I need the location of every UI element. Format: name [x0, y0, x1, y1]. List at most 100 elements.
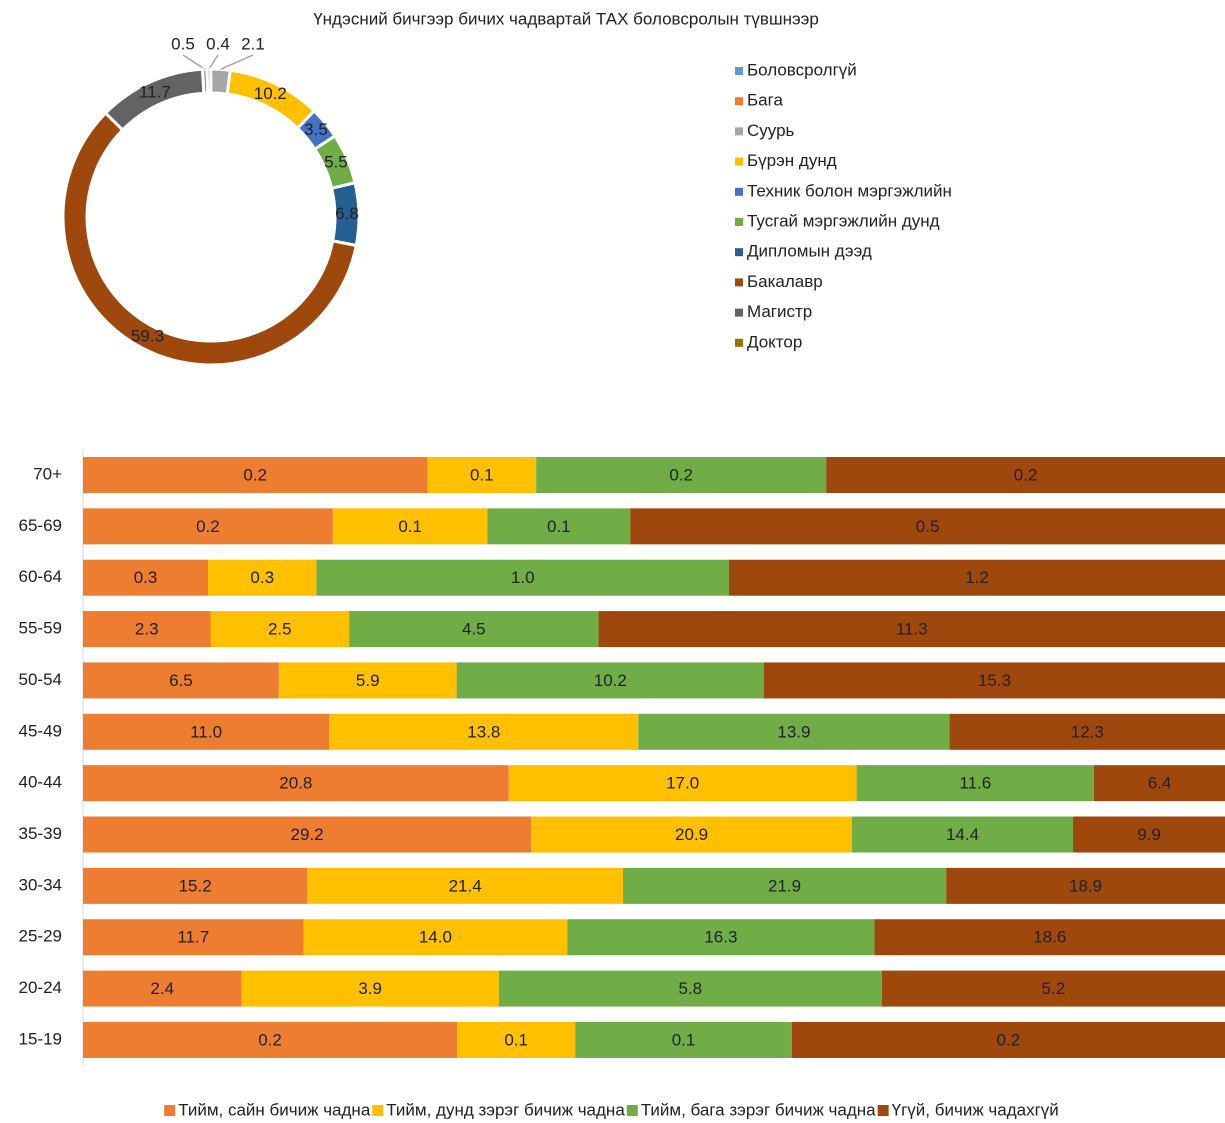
y-tick-label: 65-69 [19, 516, 62, 535]
legend-swatch [735, 97, 743, 106]
bar-label: 5.9 [356, 671, 380, 690]
y-tick-label: 55-59 [19, 619, 62, 638]
bar-label: 29.2 [291, 825, 324, 844]
legend-swatch [735, 248, 743, 257]
slice-label: 0.4 [206, 34, 230, 53]
bar-label: 1.0 [511, 568, 535, 587]
slice-label: 11.7 [139, 83, 171, 102]
bar-segment [83, 970, 242, 1007]
donut-title: Үндэсний бичгээр бичих чадвартай ТАХ бол… [313, 9, 819, 28]
bar-segment [83, 1021, 458, 1058]
bar-segment [329, 713, 639, 750]
bar-segment [208, 559, 317, 596]
leader-line [182, 54, 206, 70]
bar-label: 6.5 [169, 671, 193, 690]
y-tick-label: 60-64 [19, 567, 62, 586]
legend-label: Бүрэн дунд [747, 151, 837, 170]
bar-label: 0.1 [504, 1030, 528, 1049]
bar-label: 10.2 [594, 671, 627, 690]
legend-label: Боловсролгүй [747, 60, 857, 79]
bar-label: 21.4 [449, 876, 482, 895]
bar-segment [278, 662, 457, 699]
bar-segment [638, 713, 950, 750]
bar-label: 11.3 [896, 620, 928, 639]
bar-label: 11.0 [190, 722, 222, 741]
legend-label: Бакалавр [747, 272, 823, 291]
bar-segment [791, 1021, 1225, 1058]
bar-label: 6.4 [1148, 774, 1172, 793]
bar-segment [83, 919, 304, 956]
bar-label: 18.6 [1033, 928, 1066, 947]
bar-label: 9.9 [1137, 825, 1161, 844]
bar-segment [763, 662, 1225, 699]
bar-segment [303, 919, 568, 956]
legend-swatch [626, 1105, 638, 1116]
y-tick-label: 25-29 [19, 927, 62, 946]
bar-label: 11.7 [177, 928, 209, 947]
bar-label: 17.0 [666, 774, 699, 793]
legend-swatch [735, 157, 743, 166]
legend-label: Бага [747, 91, 783, 110]
bar-label: 12.3 [1071, 722, 1104, 741]
bar-label: 15.2 [179, 876, 212, 895]
bar-label: 14.0 [419, 928, 452, 947]
bar-segment [83, 611, 211, 648]
bar-segment [852, 816, 1074, 853]
bar-segment [946, 867, 1225, 904]
legend-label: Тийм, бага зэрэг бичиж чадна [641, 1100, 876, 1119]
bar-label: 0.1 [470, 465, 494, 484]
slice-label: 0.5 [171, 34, 195, 53]
legend-label: Техник болон мэргэжлийн [747, 181, 952, 200]
bar-segment [83, 713, 330, 750]
bar-segment [729, 559, 1225, 596]
bar-label: 3.9 [358, 979, 382, 998]
leader-line [220, 54, 254, 70]
y-tick-label: 35-39 [19, 824, 62, 843]
slice-label: 59.3 [131, 327, 164, 346]
bar-segment [83, 765, 509, 802]
bar-label: 15.3 [978, 671, 1011, 690]
bar-label: 5.8 [678, 979, 702, 998]
legend-swatch [735, 218, 743, 226]
y-tick-label: 40-44 [19, 773, 62, 792]
bar-segment [598, 611, 1225, 648]
bar-segment [498, 970, 882, 1007]
slice-label: 6.8 [335, 204, 359, 223]
legend-swatch [735, 67, 743, 75]
bar-segment [531, 816, 853, 853]
bar-label: 20.9 [675, 825, 708, 844]
legend-label: Тусгай мэргэжлийн дунд [747, 211, 940, 230]
donut-slice [200, 69, 206, 94]
bar-label: 13.8 [467, 722, 500, 741]
bar-label: 5.2 [1042, 979, 1066, 998]
bar-segment [949, 713, 1225, 750]
y-tick-label: 20-24 [19, 978, 62, 997]
bar-label: 0.1 [672, 1030, 696, 1049]
bar-segment [349, 611, 599, 648]
y-tick-label: 30-34 [19, 875, 62, 894]
bar-label: 0.3 [250, 568, 274, 587]
legend-swatch [372, 1105, 384, 1116]
bar-label: 2.3 [135, 620, 159, 639]
legend-swatch [735, 127, 743, 136]
bar-label: 20.8 [279, 774, 312, 793]
bar-segment [83, 457, 428, 493]
bar-segment [83, 816, 532, 853]
bar-label: 14.4 [946, 825, 979, 844]
slice-label: 3.5 [304, 120, 328, 139]
bar-label: 0.2 [1014, 465, 1038, 484]
legend-label: Дипломын дээд [747, 242, 872, 261]
bar-segment [1073, 816, 1225, 853]
y-tick-label: 50-54 [19, 670, 62, 689]
bar-segment [83, 867, 308, 904]
legend-label: Тийм, сайн бичиж чадна [178, 1100, 371, 1119]
bar-label: 0.2 [258, 1030, 282, 1049]
bar-segment [575, 1021, 792, 1058]
slice-label: 10.2 [254, 84, 287, 103]
legend-swatch [735, 187, 743, 196]
bar-segment [826, 457, 1225, 493]
bar-label: 4.5 [462, 620, 486, 639]
bar-segment [457, 1021, 576, 1058]
bar-label: 0.2 [997, 1030, 1021, 1049]
